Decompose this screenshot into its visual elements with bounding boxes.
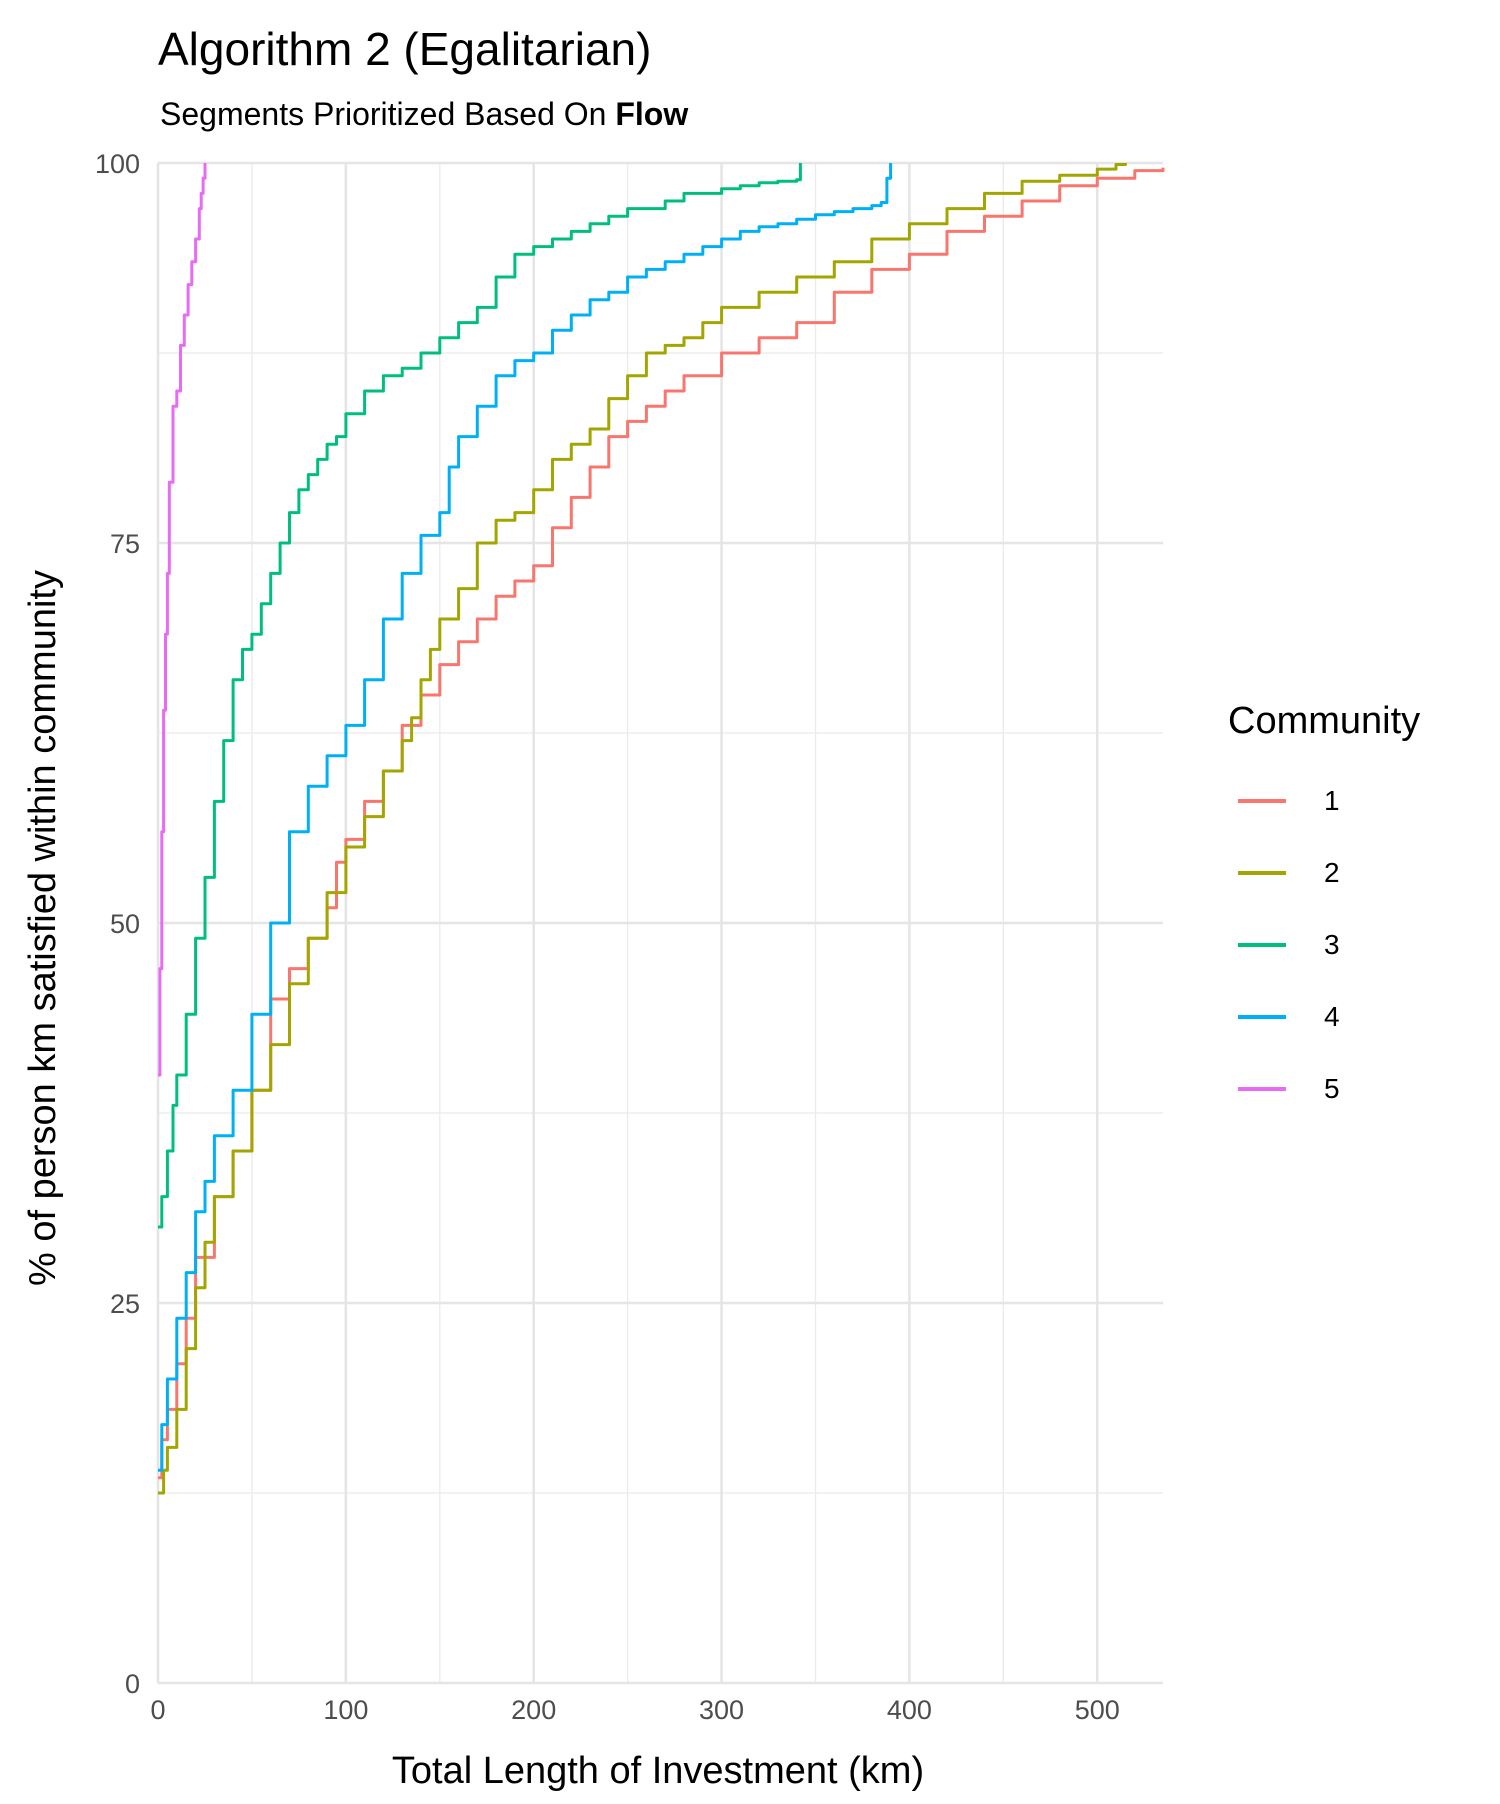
legend-label-1: 1 — [1324, 785, 1340, 816]
chart-title: Algorithm 2 (Egalitarian) — [158, 23, 652, 75]
x-tick-label: 400 — [887, 1695, 932, 1725]
x-tick-label: 0 — [150, 1695, 165, 1725]
legend-item-5: 5 — [1228, 1053, 1420, 1125]
legend: Community 1 2 3 4 5 — [1228, 700, 1420, 1125]
y-tick-label: 25 — [110, 1289, 140, 1319]
legend-title: Community — [1228, 700, 1421, 742]
x-tick-label: 100 — [323, 1695, 368, 1725]
legend-label-5: 5 — [1324, 1073, 1340, 1104]
legend-key-2 — [1238, 871, 1286, 875]
legend-items: 1 2 3 4 5 — [1228, 765, 1420, 1125]
series-line-3 — [158, 163, 802, 1229]
chart-subtitle: Segments Prioritized Based On Flow — [160, 96, 688, 133]
y-axis-title: % of person km satisfied within communit… — [22, 570, 64, 1286]
series-lines — [158, 163, 1165, 1495]
legend-key-3 — [1238, 943, 1286, 947]
subtitle-bold: Flow — [615, 96, 689, 132]
legend-label-4: 4 — [1324, 1001, 1340, 1032]
y-tick-label: 0 — [125, 1669, 140, 1699]
x-tick-labels: 0 100 200 300 400 500 — [150, 1695, 1119, 1725]
legend-key-1 — [1238, 799, 1286, 803]
y-tick-label: 50 — [110, 909, 140, 939]
series-line-5 — [158, 163, 207, 1077]
y-tick-label: 100 — [95, 149, 140, 179]
x-tick-label: 200 — [511, 1695, 556, 1725]
legend-key-4 — [1238, 1015, 1286, 1019]
x-axis-title: Total Length of Investment (km) — [392, 1750, 924, 1792]
legend-item-1: 1 — [1228, 765, 1420, 837]
grid — [156, 161, 1163, 1685]
x-tick-label: 300 — [699, 1695, 744, 1725]
y-tick-labels: 0 25 50 75 100 — [95, 149, 140, 1699]
legend-item-2: 2 — [1228, 837, 1420, 909]
x-tick-label: 500 — [1075, 1695, 1120, 1725]
legend-item-3: 3 — [1228, 909, 1420, 981]
series-line-4 — [158, 163, 893, 1472]
legend-label-2: 2 — [1324, 857, 1340, 888]
y-tick-label: 75 — [110, 529, 140, 559]
legend-key-5 — [1238, 1087, 1286, 1091]
series-line-2 — [158, 163, 1127, 1495]
legend-item-4: 4 — [1228, 981, 1420, 1053]
subtitle-prefix: Segments Prioritized Based On — [160, 96, 616, 132]
legend-label-3: 3 — [1324, 929, 1340, 960]
